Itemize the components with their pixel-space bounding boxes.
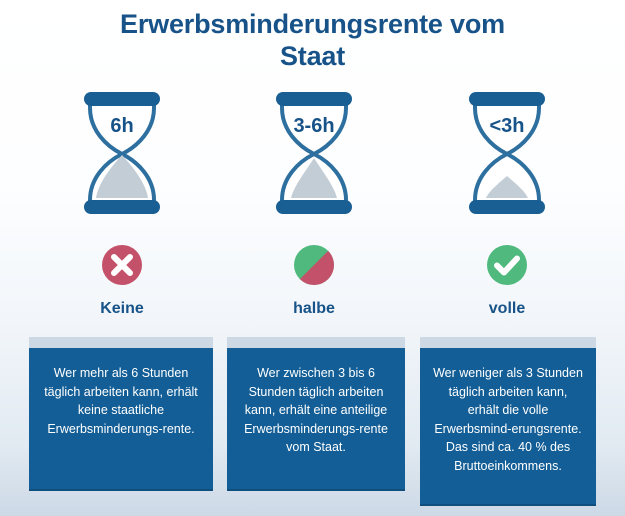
card-tab-halbe	[227, 337, 405, 348]
status-icon-volle	[411, 234, 603, 296]
hourglass-low-icon: <3h	[411, 88, 603, 224]
hourglass-low-svg: <3h	[469, 92, 545, 214]
circle-check-icon	[487, 245, 527, 285]
hourglass-half-svg: 3-6h	[276, 92, 352, 214]
card-text-keine: Wer mehr als 6 Stunden täglich arbeiten …	[29, 348, 213, 491]
page-title-line-1: Erwerbsminderungsrente vom	[120, 9, 505, 39]
card-halbe: Wer zwischen 3 bis 6 Stunden täglich arb…	[227, 337, 405, 491]
cards-container: Wer mehr als 6 Stunden täglich arbeiten …	[0, 337, 625, 507]
column-label-halbe: halbe	[293, 300, 335, 317]
card-keine: Wer mehr als 6 Stunden täglich arbeiten …	[29, 337, 213, 491]
status-icon-halbe	[218, 234, 410, 296]
column-halbe: 3-6h halbe	[218, 88, 410, 318]
card-tab-keine	[29, 337, 213, 348]
column-label-volle: volle	[488, 300, 526, 317]
circle-cross-icon	[102, 245, 142, 285]
circle-half-icon	[294, 245, 334, 285]
hourglass-label-halbe: 3-6h	[293, 115, 334, 137]
card-text-halbe: Wer zwischen 3 bis 6 Stunden täglich arb…	[227, 348, 405, 491]
column-keine: 6h Keine	[26, 88, 218, 318]
hourglass-full-svg: 6h	[84, 92, 160, 214]
columns-container: 6h Keine 3-6h	[0, 88, 625, 333]
hourglass-label-volle: <3h	[489, 115, 524, 137]
column-volle: <3h volle	[411, 88, 603, 318]
hourglass-full-icon: 6h	[26, 88, 218, 224]
card-tab-volle	[420, 337, 596, 348]
page-title-line-2: Staat	[279, 41, 346, 71]
card-text-volle: Wer weniger als 3 Stunden täglich arbeit…	[420, 348, 596, 506]
hourglass-label-keine: 6h	[110, 115, 133, 137]
status-icon-keine	[26, 234, 218, 296]
column-label-keine: Keine	[100, 300, 144, 317]
card-volle: Wer weniger als 3 Stunden täglich arbeit…	[420, 337, 596, 506]
hourglass-half-icon: 3-6h	[218, 88, 410, 224]
page-title: Erwerbsminderungsrente vom Staat	[60, 8, 565, 72]
